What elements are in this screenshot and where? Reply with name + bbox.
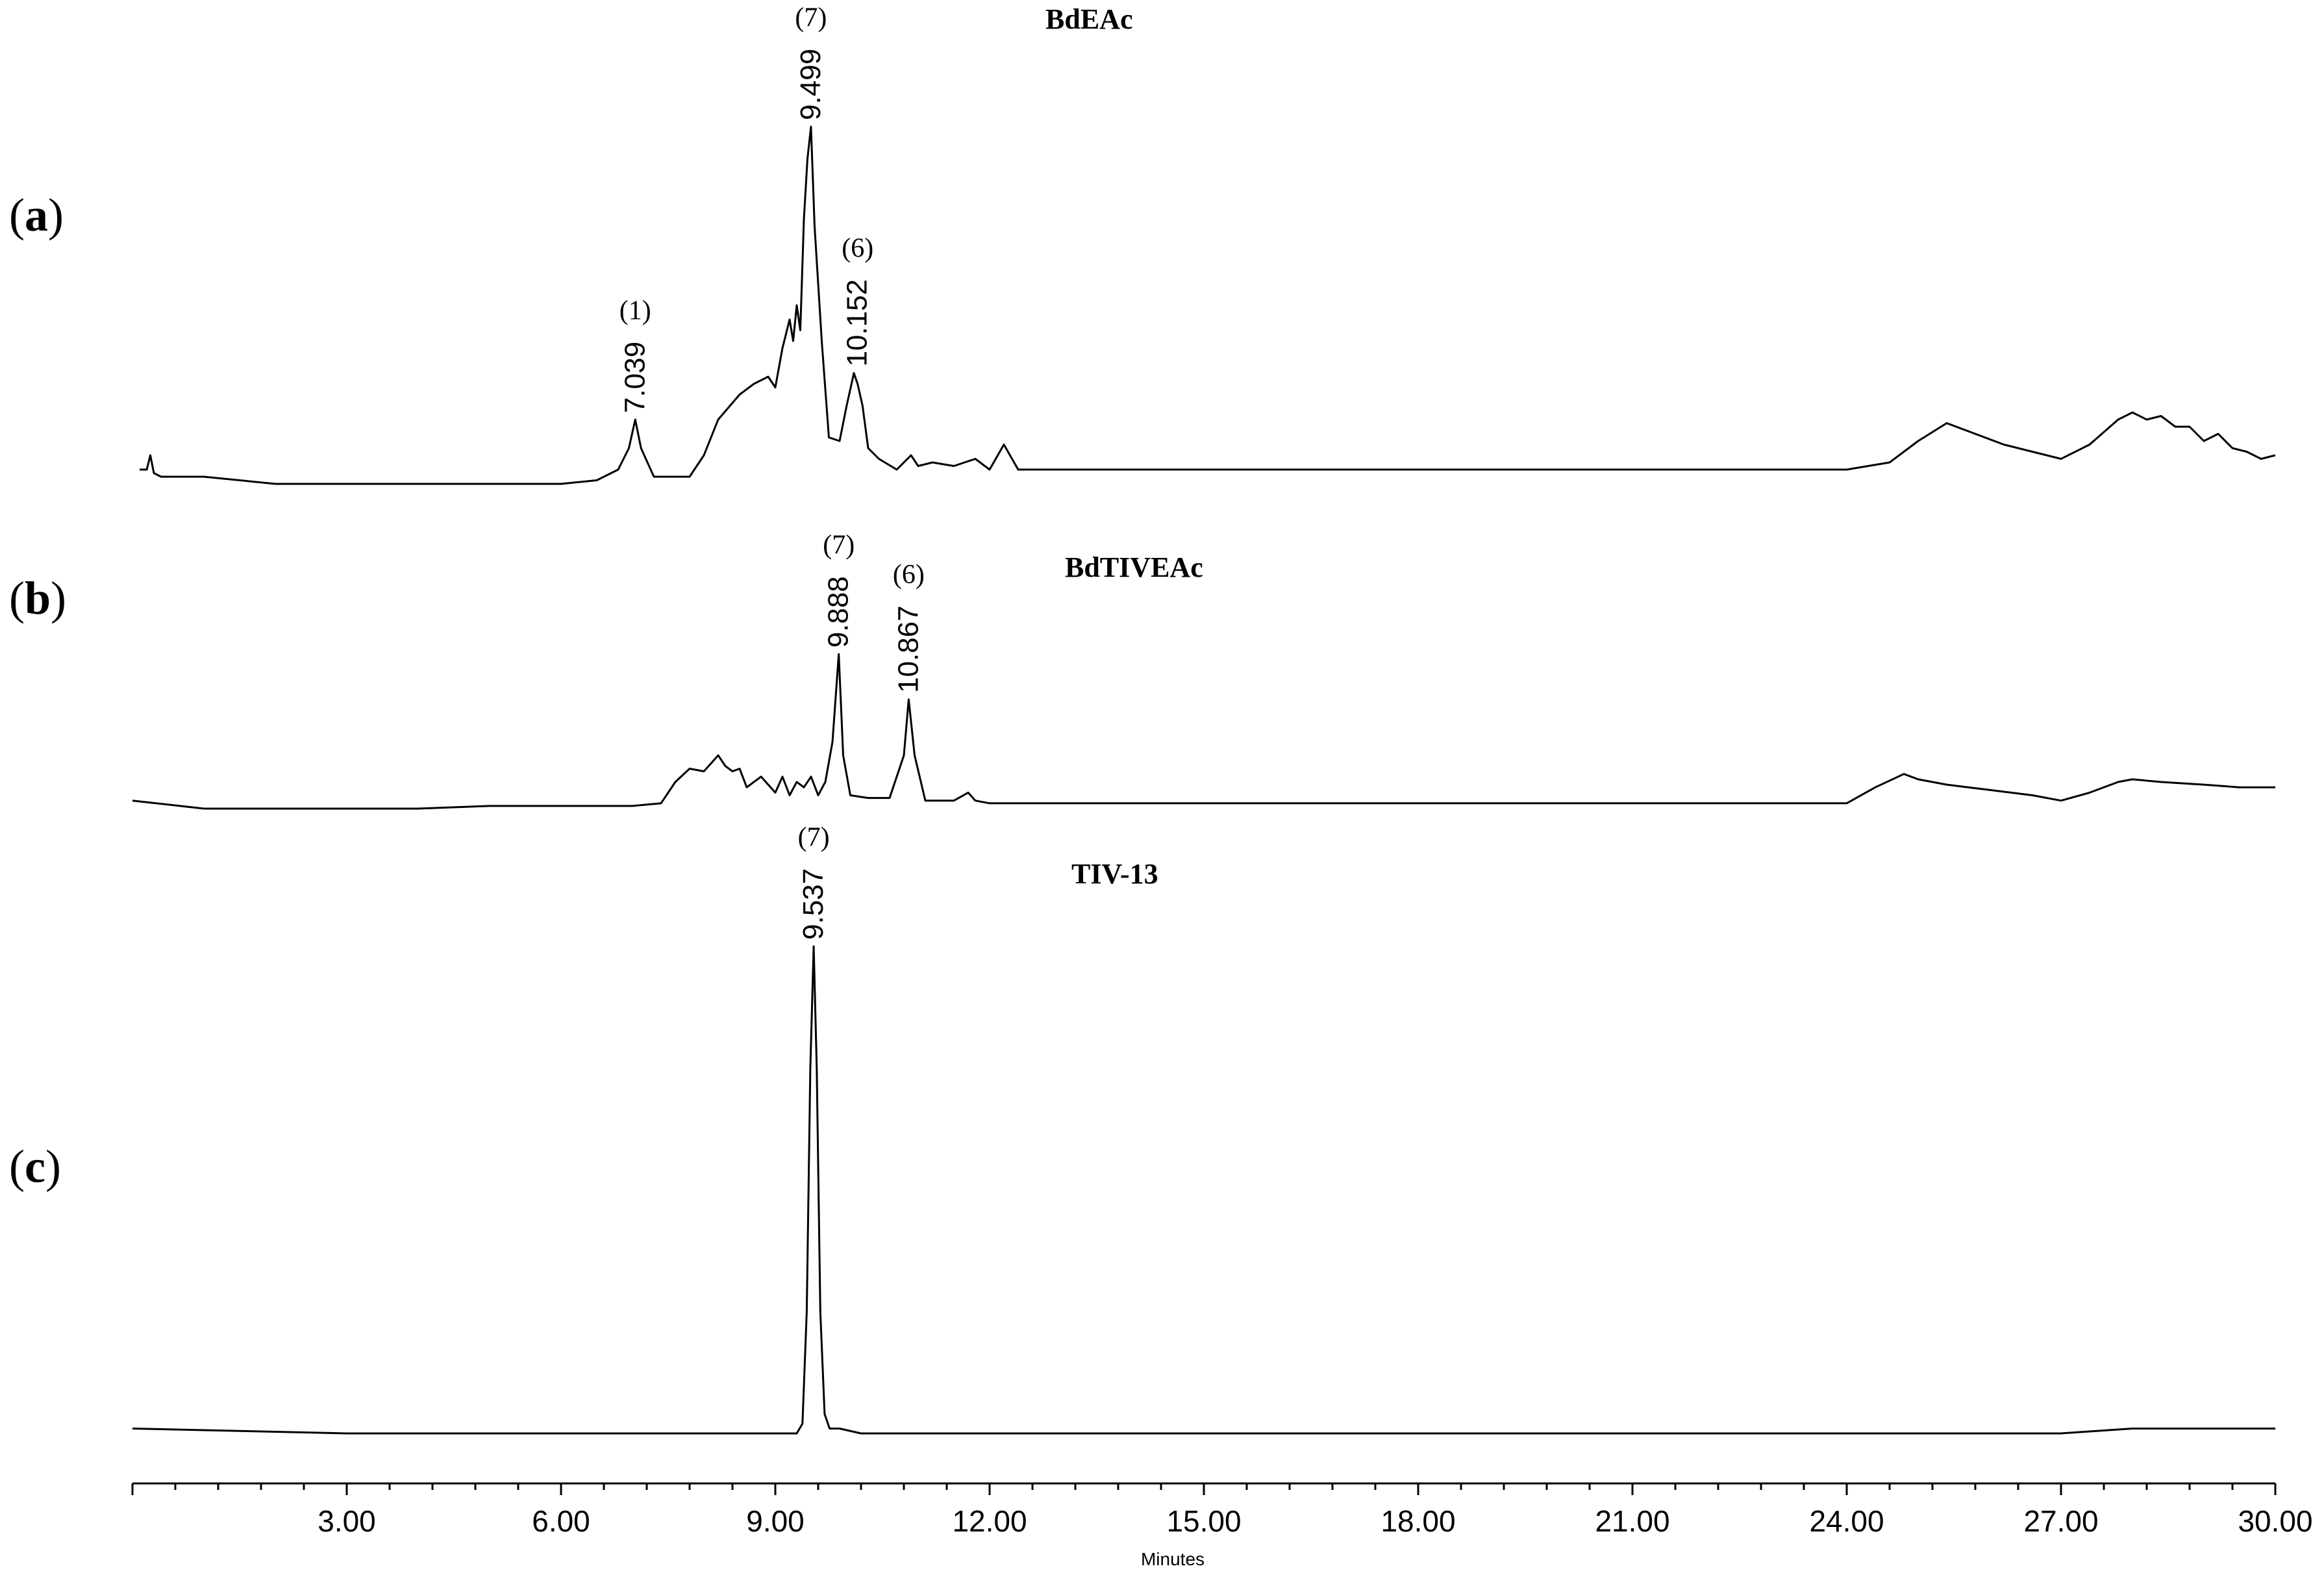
peak-compound-label-a-0: (1) bbox=[619, 296, 651, 326]
x-tick-label-5: 18.00 bbox=[1381, 1504, 1455, 1538]
trace-a-0 bbox=[140, 125, 2276, 485]
x-tick-label-6: 21.00 bbox=[1595, 1504, 1669, 1538]
x-tick-label-0: 3.00 bbox=[318, 1504, 376, 1538]
x-axis-title: Minutes bbox=[1141, 1549, 1205, 1569]
panel-label-c: (c) bbox=[9, 1140, 61, 1192]
peak-compound-label-b-1: (6) bbox=[893, 560, 925, 590]
peak-labels: 7.039 (1) 9.499 (7) 10.152 (6) 9.888 (7) 10.867 (… bbox=[619, 3, 925, 940]
x-tick-label-2: 9.00 bbox=[746, 1504, 805, 1538]
peak-compound-label-b-0: (7) bbox=[823, 531, 855, 561]
peak-rt-label-a-1: 9.499 bbox=[795, 49, 827, 120]
peak-compound-label-c-0: (7) bbox=[798, 823, 830, 853]
x-tick-label-9: 30.00 bbox=[2238, 1504, 2312, 1538]
peak-compound-label-a-1: (7) bbox=[795, 3, 827, 33]
x-tick-label-1: 6.00 bbox=[532, 1504, 590, 1538]
peak-rt-label-b-1: 10.867 bbox=[892, 605, 924, 693]
x-tick-label-7: 24.00 bbox=[1809, 1504, 1884, 1538]
panel-label-a: (a) bbox=[9, 189, 64, 241]
peak-compound-label-a-2: (6) bbox=[842, 234, 873, 264]
x-tick-label-8: 27.00 bbox=[2023, 1504, 2098, 1538]
trace-c-0 bbox=[132, 945, 2275, 1435]
trace-b-0 bbox=[132, 653, 2275, 810]
sample-title-a: BdEAc bbox=[1045, 3, 1132, 35]
chromatogram-traces bbox=[132, 125, 2276, 1435]
sample-title-b: BdTIVEAc bbox=[1065, 551, 1203, 583]
peak-rt-label-a-2: 10.152 bbox=[842, 279, 873, 367]
x-tick-label-4: 15.00 bbox=[1166, 1504, 1241, 1538]
x-axis-ticks: 3.00 6.00 9.00 12.00 15.00 18.00 21.00 24.00 27.… bbox=[131, 1483, 2313, 1538]
peak-rt-label-a-0: 7.039 bbox=[619, 342, 651, 413]
peak-rt-label-c-0: 9.537 bbox=[797, 868, 829, 940]
x-tick-label-3: 12.00 bbox=[952, 1504, 1027, 1538]
panel-label-b: (b) bbox=[9, 572, 66, 624]
sample-title-c: TIV-13 bbox=[1071, 858, 1158, 890]
peak-rt-label-b-0: 9.888 bbox=[823, 576, 855, 648]
